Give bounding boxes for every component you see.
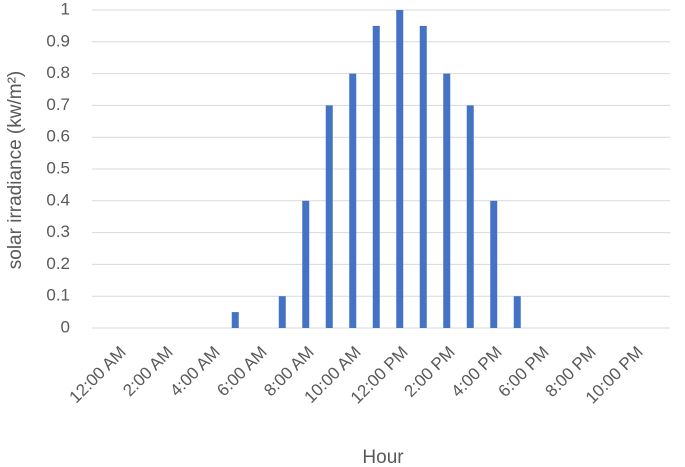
x-tick-label: 6:00 PM	[495, 343, 553, 401]
x-tick-label: 2:00 AM	[119, 343, 177, 401]
y-tick-label: 0	[61, 317, 70, 336]
bar	[349, 73, 357, 328]
y-tick-label: 0.8	[46, 63, 70, 82]
bar	[372, 25, 380, 329]
x-tick-label: 2:00 PM	[401, 343, 459, 401]
bar	[443, 73, 451, 328]
y-tick-label: 0.3	[46, 222, 70, 241]
bar	[325, 105, 333, 329]
y-tick-label: 0.1	[46, 286, 70, 305]
bar	[231, 312, 239, 328]
bar	[490, 200, 498, 328]
y-tick-label: 1	[61, 0, 70, 18]
bar	[419, 25, 427, 329]
bar	[466, 105, 474, 329]
bar	[302, 200, 310, 328]
y-tick-label: 0.4	[46, 190, 70, 209]
y-tick-label: 0.9	[46, 31, 70, 50]
bar	[396, 10, 404, 328]
y-tick-label: 0.6	[46, 127, 70, 146]
x-tick-label: 4:00 PM	[448, 343, 506, 401]
bar	[278, 296, 286, 328]
y-axis-title: solar irradiance (kw/m²)	[5, 71, 26, 269]
x-tick-label: 6:00 AM	[213, 343, 271, 401]
y-tick-label: 0.2	[46, 254, 70, 273]
x-tick-label: 12:00 AM	[66, 343, 130, 407]
x-axis-title: Hour	[362, 447, 404, 467]
y-tick-label: 0.7	[46, 95, 70, 114]
x-tick-label: 4:00 AM	[166, 343, 224, 401]
bar	[513, 296, 521, 328]
y-tick-label: 0.5	[46, 158, 70, 177]
